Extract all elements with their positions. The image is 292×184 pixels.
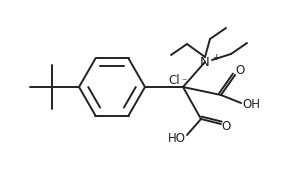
Text: HO: HO bbox=[168, 132, 186, 146]
Text: O: O bbox=[221, 121, 231, 134]
Text: +: + bbox=[212, 54, 220, 63]
Text: OH: OH bbox=[242, 98, 260, 112]
Text: O: O bbox=[235, 63, 245, 77]
Text: ⁻: ⁻ bbox=[181, 77, 187, 87]
Text: N: N bbox=[200, 56, 210, 68]
Text: Cl: Cl bbox=[168, 73, 180, 86]
